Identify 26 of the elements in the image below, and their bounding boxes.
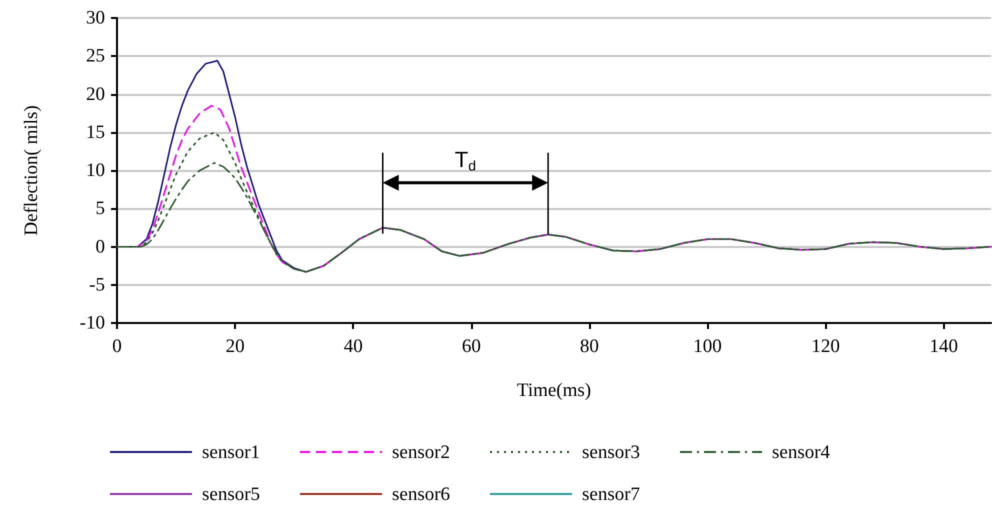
legend-label: sensor2	[392, 442, 450, 463]
x-tick-label: 40	[344, 336, 363, 357]
x-tick-label: 100	[693, 336, 722, 357]
legend-label: sensor7	[582, 484, 640, 505]
y-tick-label: -5	[89, 274, 105, 296]
x-tick-label: 140	[930, 336, 958, 357]
x-tick-label: 20	[226, 336, 245, 357]
legend-label: sensor3	[582, 442, 640, 463]
x-tick-label: 0	[112, 336, 122, 357]
x-tick-label: 120	[811, 336, 840, 357]
y-tick-label: 20	[86, 84, 105, 105]
y-tick-label: 0	[96, 236, 105, 258]
y-tick-label: 5	[96, 198, 105, 220]
y-tick-label: 30	[86, 8, 105, 28]
y-tick-label: 25	[86, 46, 105, 67]
legend-label: sensor5	[202, 484, 260, 505]
x-axis-title: Time(ms)	[516, 380, 592, 401]
x-tick-label: 80	[580, 336, 599, 357]
y-tick-label: -10	[80, 312, 105, 334]
y-tick-label: 15	[86, 122, 105, 143]
y-tick-label: 10	[86, 160, 105, 181]
y-axis-title: Deflection( mils)	[21, 105, 42, 236]
legend-label: sensor6	[392, 484, 450, 505]
legend-label: sensor4	[772, 442, 831, 463]
legend-label: sensor1	[202, 442, 260, 463]
x-tick-label: 60	[462, 336, 481, 357]
